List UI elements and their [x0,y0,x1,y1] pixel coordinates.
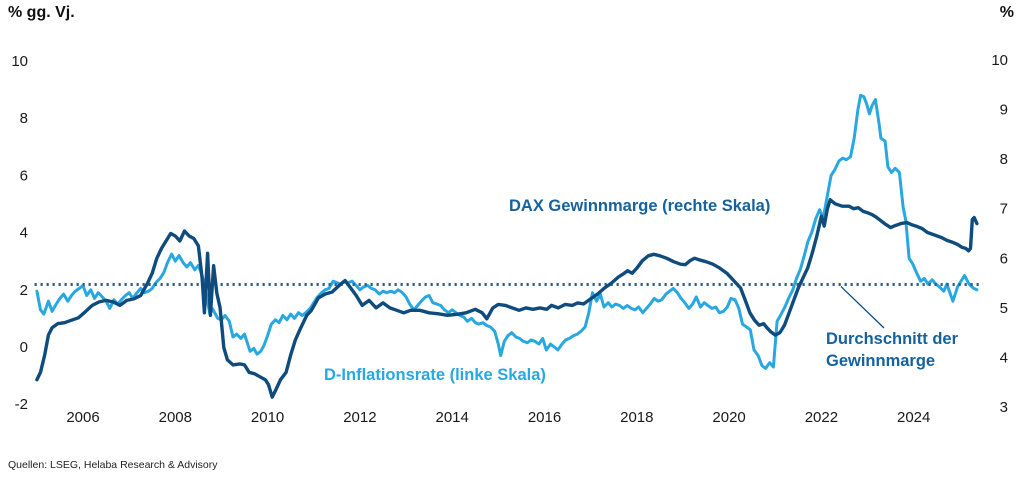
x-axis-tick: 2010 [251,409,284,426]
x-axis-tick: 2014 [436,409,469,426]
dax-margin-line [35,198,979,399]
left-axis-unit-label: % gg. Vj. [8,4,75,21]
inflation-series-label: D-Inflationsrate (linke Skala) [324,366,546,384]
right-axis-tick: 6 [1000,250,1008,267]
x-axis-tick: 2006 [66,409,99,426]
x-axis-tick: 2012 [343,409,376,426]
left-axis-tick: 2 [20,282,28,299]
right-axis-tick: 8 [1000,151,1008,168]
right-axis-tick: 3 [1000,399,1008,416]
x-axis-tick: 2020 [712,409,745,426]
average-label-connector-line [840,286,885,329]
dax-series-label: DAX Gewinnmarge (rechte Skala) [509,197,771,215]
x-axis-tick: 2008 [159,409,192,426]
left-axis-tick: 8 [20,110,28,127]
right-axis-tick: 7 [1000,201,1008,218]
left-axis-tick: 10 [11,53,28,70]
left-axis-tick: 6 [20,167,28,184]
source-note: Quellen: LSEG, Helaba Research & Advisor… [8,459,218,471]
left-axis-tick: -2 [15,396,28,413]
x-axis-tick: 2024 [897,409,930,426]
right-axis-tick: 9 [1000,102,1008,119]
left-axis-tick: 0 [20,339,28,356]
right-axis-unit-label: % [999,4,1014,21]
right-axis-tick: 5 [1000,300,1008,317]
right-axis-tick: 10 [991,52,1008,69]
average-line-label-line2: Gewinnmarge [826,352,936,370]
average-line-label: Durchschnitt der Gewinnmarge [826,328,958,372]
right-axis-tick: 4 [1000,349,1008,366]
x-axis-tick: 2016 [528,409,561,426]
left-axis-tick: 4 [20,225,28,242]
average-line-label-line1: Durchschnitt der [826,330,959,348]
x-axis-tick: 2018 [620,409,653,426]
x-axis-tick: 2022 [805,409,838,426]
